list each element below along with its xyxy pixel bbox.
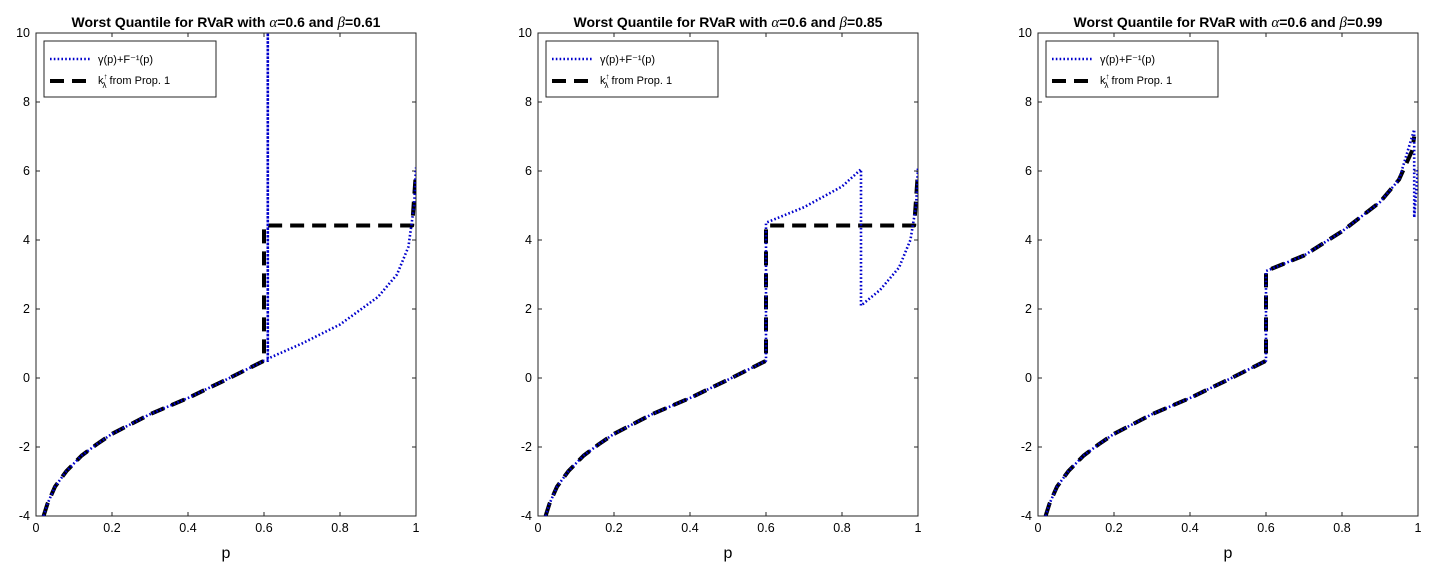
x-tick-label: 0.2 <box>103 521 120 535</box>
legend: γ(p)+F⁻¹(p) k↑ λ from Prop. 1 <box>1045 40 1219 98</box>
y-tick-label: 6 <box>23 164 30 178</box>
y-tick-label: -2 <box>521 440 532 454</box>
x-tick-label: 0.6 <box>1257 521 1274 535</box>
chart-title: Worst Quantile for RVaR with α=0.6 and β… <box>1074 14 1383 31</box>
plot-area <box>537 32 919 517</box>
x-axis-label: p <box>1224 545 1233 562</box>
y-tick-label: 4 <box>525 233 532 247</box>
y-tick-label: 0 <box>1025 371 1032 385</box>
legend-box <box>1045 40 1219 98</box>
y-tick-label: 2 <box>525 302 532 316</box>
chart-title: Worst Quantile for RVaR with α=0.6 and β… <box>72 14 381 31</box>
x-tick-label: 0.2 <box>1105 521 1122 535</box>
legend-box <box>43 40 217 98</box>
chart-panel-2: 0 0.2 0.4 0.6 0.8 1 -4 -2 0 2 4 6 8 10 p Worst Quantile… <box>518 14 921 562</box>
chart-title: Worst Quantile for RVaR with α=0.6 and β… <box>574 14 883 31</box>
x-tick-label: 0.8 <box>331 521 348 535</box>
legend: γ(p)+F⁻¹(p) k↑ λ from Prop. 1 <box>43 40 217 98</box>
legend-label: k↑ λ from Prop. 1 <box>600 72 672 90</box>
y-tick-label: 2 <box>23 302 30 316</box>
x-tick-label: 0.8 <box>833 521 850 535</box>
y-tick-label: 8 <box>23 95 30 109</box>
series-line-gamma-plus-f-inverse <box>1044 128 1418 516</box>
y-tick-label: 6 <box>525 164 532 178</box>
x-tick-label: 0.6 <box>757 521 774 535</box>
plot-area <box>1037 32 1419 517</box>
x-tick-label: 0.8 <box>1333 521 1350 535</box>
x-tick-label: 0.4 <box>681 521 698 535</box>
legend-label: γ(p)+F⁻¹(p) <box>98 54 153 66</box>
y-tick-label: -4 <box>19 509 30 523</box>
series-line-gamma-plus-f-inverse <box>544 167 918 516</box>
y-tick-label: -4 <box>521 509 532 523</box>
legend-box <box>545 40 719 98</box>
chart-panel-1: 0 0.2 0.4 0.6 0.8 1 -4 -2 0 2 4 6 8 10 p Worst Quantile… <box>16 14 419 562</box>
y-tick-label: 2 <box>1025 302 1032 316</box>
y-tick-label: 10 <box>1018 26 1032 40</box>
x-axis-label: p <box>724 545 733 562</box>
plot-area <box>35 32 417 517</box>
y-tick-label: 4 <box>1025 233 1032 247</box>
x-tick-label: 0 <box>33 521 40 535</box>
legend: γ(p)+F⁻¹(p) k↑ λ from Prop. 1 <box>545 40 719 98</box>
y-tick-label: 4 <box>23 233 30 247</box>
series-line-k-lambda-prop1 <box>1043 136 1417 516</box>
x-tick-label: 0.4 <box>179 521 196 535</box>
y-tick-label: 0 <box>525 371 532 385</box>
x-axis-label: p <box>222 545 231 562</box>
x-tick-label: 1 <box>413 521 420 535</box>
y-tick-label: 8 <box>1025 95 1032 109</box>
x-tick-label: 0.2 <box>605 521 622 535</box>
legend-label: γ(p)+F⁻¹(p) <box>600 54 655 66</box>
x-tick-label: 1 <box>1415 521 1422 535</box>
y-tick-label: -2 <box>19 440 30 454</box>
chart-panel-3: 0 0.2 0.4 0.6 0.8 1 -4 -2 0 2 4 6 8 10 p Worst Quantile… <box>1018 14 1421 562</box>
y-tick-label: -2 <box>1021 440 1032 454</box>
x-tick-label: 0.6 <box>255 521 272 535</box>
x-tick-label: 0.4 <box>1181 521 1198 535</box>
x-tick-label: 0 <box>1035 521 1042 535</box>
y-tick-label: 10 <box>16 26 30 40</box>
y-tick-label: 0 <box>23 371 30 385</box>
x-tick-label: 0 <box>535 521 542 535</box>
y-tick-label: 10 <box>518 26 532 40</box>
x-tick-label: 1 <box>915 521 922 535</box>
legend-label: k↑ λ from Prop. 1 <box>98 72 170 90</box>
y-tick-label: -4 <box>1021 509 1032 523</box>
y-tick-label: 8 <box>525 95 532 109</box>
y-tick-label: 6 <box>1025 164 1032 178</box>
series-line-gamma-plus-f-inverse <box>42 33 416 516</box>
legend-label: γ(p)+F⁻¹(p) <box>1100 54 1155 66</box>
legend-label: k↑ λ from Prop. 1 <box>1100 72 1172 90</box>
